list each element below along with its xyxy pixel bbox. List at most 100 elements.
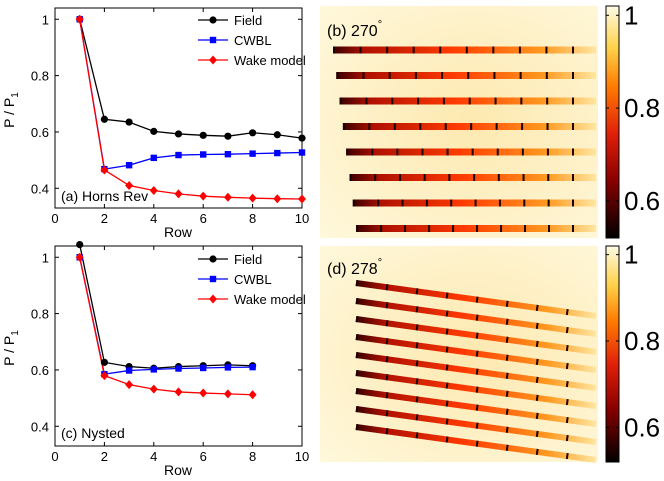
turbine-marker [388, 72, 391, 79]
panel-b-background [320, 6, 598, 238]
wake-band [339, 97, 596, 105]
turbine-marker [565, 326, 569, 334]
turbine-marker [572, 225, 574, 232]
marker-wake-model [199, 388, 208, 398]
turbine-marker [414, 72, 417, 79]
turbine-marker [415, 414, 419, 421]
wake-band [346, 148, 596, 156]
wake-row [346, 148, 596, 156]
turbine-marker [521, 123, 524, 130]
marker-field [209, 16, 217, 24]
turbine-marker [415, 342, 419, 349]
turbine-marker [475, 296, 479, 303]
marker-field [199, 131, 207, 139]
turbine-marker [535, 322, 539, 330]
marker-cwbl [150, 366, 157, 373]
wake-row [352, 199, 596, 207]
turbine-marker [355, 388, 359, 395]
marker-field [249, 129, 257, 137]
turbine-marker [445, 436, 449, 443]
wake-row [356, 225, 596, 232]
turbine-marker [391, 97, 394, 105]
turbine-marker [445, 346, 449, 353]
turbine-marker [445, 310, 449, 317]
turbine-marker [493, 72, 496, 79]
series-line-field [79, 19, 303, 139]
turbine-marker [421, 148, 424, 156]
x-tick-label: 0 [51, 211, 58, 226]
turbine-marker [505, 336, 509, 343]
turbine-marker [445, 382, 449, 389]
turbine-marker [355, 298, 359, 305]
turbine-marker [362, 72, 365, 79]
wake-row [355, 298, 597, 337]
marker-wake-model [100, 371, 109, 381]
turbine-marker [368, 123, 371, 130]
turbine-marker [498, 199, 501, 207]
marker-field [100, 358, 108, 366]
x-tick-label: 8 [249, 211, 256, 226]
turbine-marker [505, 426, 509, 433]
turbine-marker [535, 376, 539, 384]
turbine-marker [572, 148, 574, 156]
turbine-marker [494, 97, 497, 105]
turbine-marker [425, 199, 428, 207]
legend-label: Field [234, 252, 262, 267]
panel-a-xlabel: Row [164, 224, 193, 240]
panel-a-plot-frame [54, 7, 303, 209]
turbine-marker [374, 174, 377, 181]
colorbar-tick-label: 0.8 [624, 93, 660, 123]
colorbar-tick-label: 1 [624, 0, 638, 30]
turbine-marker [475, 314, 479, 321]
marker-wake-model [273, 194, 282, 204]
turbine-marker [349, 174, 352, 181]
series-line-field [79, 244, 253, 369]
marker-wake-model [174, 189, 183, 199]
turbine-marker [442, 97, 445, 105]
turbine-marker [355, 316, 359, 323]
x-tick-label: 6 [200, 211, 207, 226]
turbine-marker [521, 148, 524, 156]
turbine-marker [445, 400, 449, 407]
turbine-marker [471, 148, 474, 156]
marker-cwbl [200, 364, 207, 372]
y-tick-label: 1 [42, 12, 49, 27]
turbine-marker [355, 280, 359, 287]
marker-cwbl [175, 365, 182, 372]
turbine-marker [445, 418, 449, 425]
marker-wake-model [75, 252, 84, 262]
turbine-marker [445, 328, 449, 335]
turbine-marker [535, 340, 539, 348]
marker-cwbl [209, 275, 217, 283]
panel-d-label: (d) 278° [327, 257, 382, 278]
y-tick-label: 0.8 [31, 69, 49, 84]
turbine-marker [415, 396, 419, 403]
colorbar-tick-label: 0.6 [624, 186, 660, 216]
turbine-marker [535, 358, 539, 366]
wake-row [355, 334, 597, 373]
turbine-marker [415, 288, 419, 295]
turbine-marker [520, 97, 523, 105]
marker-field [224, 132, 232, 140]
turbine-marker [423, 174, 426, 181]
turbine-marker [336, 72, 339, 79]
turbine-marker [385, 356, 389, 363]
turbine-marker [448, 174, 451, 181]
legend-label: CWBL [234, 272, 272, 287]
turbine-marker [385, 338, 389, 345]
turbine-marker [365, 97, 368, 105]
marker-cwbl [209, 36, 217, 44]
series-line-wake-model [79, 257, 253, 396]
turbine-marker [476, 225, 479, 232]
turbine-marker [393, 123, 396, 130]
wake-row [349, 174, 596, 181]
x-tick-label: 6 [200, 449, 207, 464]
turbine-marker [565, 398, 569, 406]
turbine-marker [355, 406, 359, 413]
series-line-cwbl [79, 19, 303, 170]
turbine-marker [565, 380, 569, 388]
y-tick-label: 0.8 [31, 307, 49, 322]
panel-b-heatmap: (b) 270° 1 0.8 0.6 [320, 0, 660, 239]
turbine-marker [404, 225, 407, 232]
